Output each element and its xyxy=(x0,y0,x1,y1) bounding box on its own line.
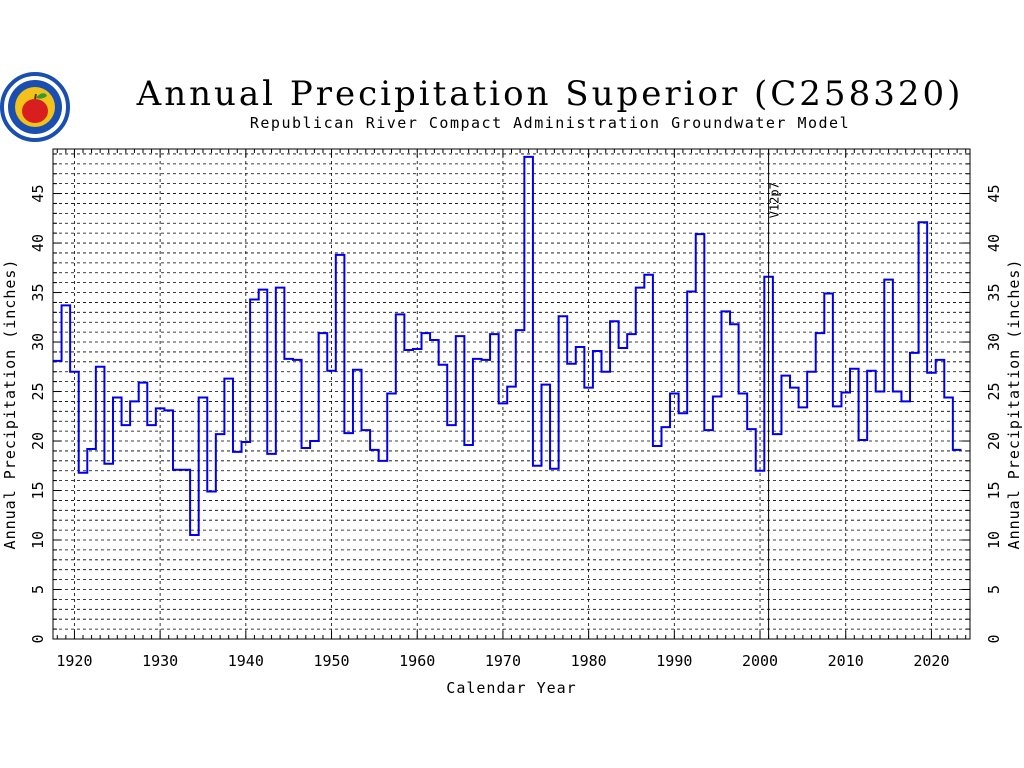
apple-seal-icon xyxy=(0,72,70,142)
grid-layer xyxy=(53,149,970,639)
precipitation-step-line xyxy=(53,155,962,537)
y-tick-label-right: 5 xyxy=(985,585,1003,594)
y-tick-label-right: 30 xyxy=(985,333,1003,351)
y-tick-label-right: 35 xyxy=(985,284,1003,302)
chart-subtitle: Republican River Compact Administration … xyxy=(249,114,851,132)
y-tick-label-right: 0 xyxy=(985,634,1003,643)
x-tick-label: 1950 xyxy=(313,652,349,670)
logo-leaf xyxy=(36,93,47,99)
x-axis-label: Calendar Year xyxy=(446,679,576,697)
chart-title: Annual Precipitation Superior (C258320) xyxy=(136,74,964,114)
x-tick-label: 1960 xyxy=(399,652,435,670)
y-tick-label: 10 xyxy=(29,531,47,549)
y-tick-label-right: 15 xyxy=(985,481,1003,499)
y-tick-label-right: 10 xyxy=(985,531,1003,549)
y-tick-label: 20 xyxy=(29,432,47,450)
vertical-marker-label: V12p7 xyxy=(768,182,782,218)
labels-layer: 1920 1930 1940 1950 1960 1970 1980 1990 2000 2010… xyxy=(29,185,1003,670)
y-tick-label-right: 25 xyxy=(985,382,1003,400)
x-tick-label: 1980 xyxy=(571,652,607,670)
x-tick-label: 1990 xyxy=(656,652,692,670)
y-tick-label: 5 xyxy=(29,585,47,594)
x-tick-label: 1970 xyxy=(485,652,521,670)
x-tick-label: 1940 xyxy=(228,652,264,670)
x-tick-label: 1930 xyxy=(142,652,178,670)
x-tick-label: 2020 xyxy=(913,652,949,670)
x-tick-label: 2010 xyxy=(828,652,864,670)
ticks-layer xyxy=(53,149,970,640)
x-tick-label: 1920 xyxy=(56,652,92,670)
y-tick-label: 30 xyxy=(29,333,47,351)
y-tick-label: 35 xyxy=(29,284,47,302)
logo-apple xyxy=(22,99,48,123)
y-tick-label: 40 xyxy=(29,234,47,252)
y-tick-label: 0 xyxy=(29,634,47,643)
x-tick-label: 2000 xyxy=(742,652,778,670)
y-axis-label-left: Annual Precipitation (inches) xyxy=(1,259,19,550)
logo-stem xyxy=(34,93,37,100)
y-tick-label-right: 40 xyxy=(985,234,1003,252)
plot-frame xyxy=(52,148,971,640)
y-tick-label: 45 xyxy=(29,185,47,203)
y-tick-label-right: 45 xyxy=(985,185,1003,203)
y-axis-label-right: Annual Precipitation (inches) xyxy=(1005,259,1023,550)
y-tick-label-right: 20 xyxy=(985,432,1003,450)
y-tick-label: 15 xyxy=(29,481,47,499)
y-tick-label: 25 xyxy=(29,382,47,400)
